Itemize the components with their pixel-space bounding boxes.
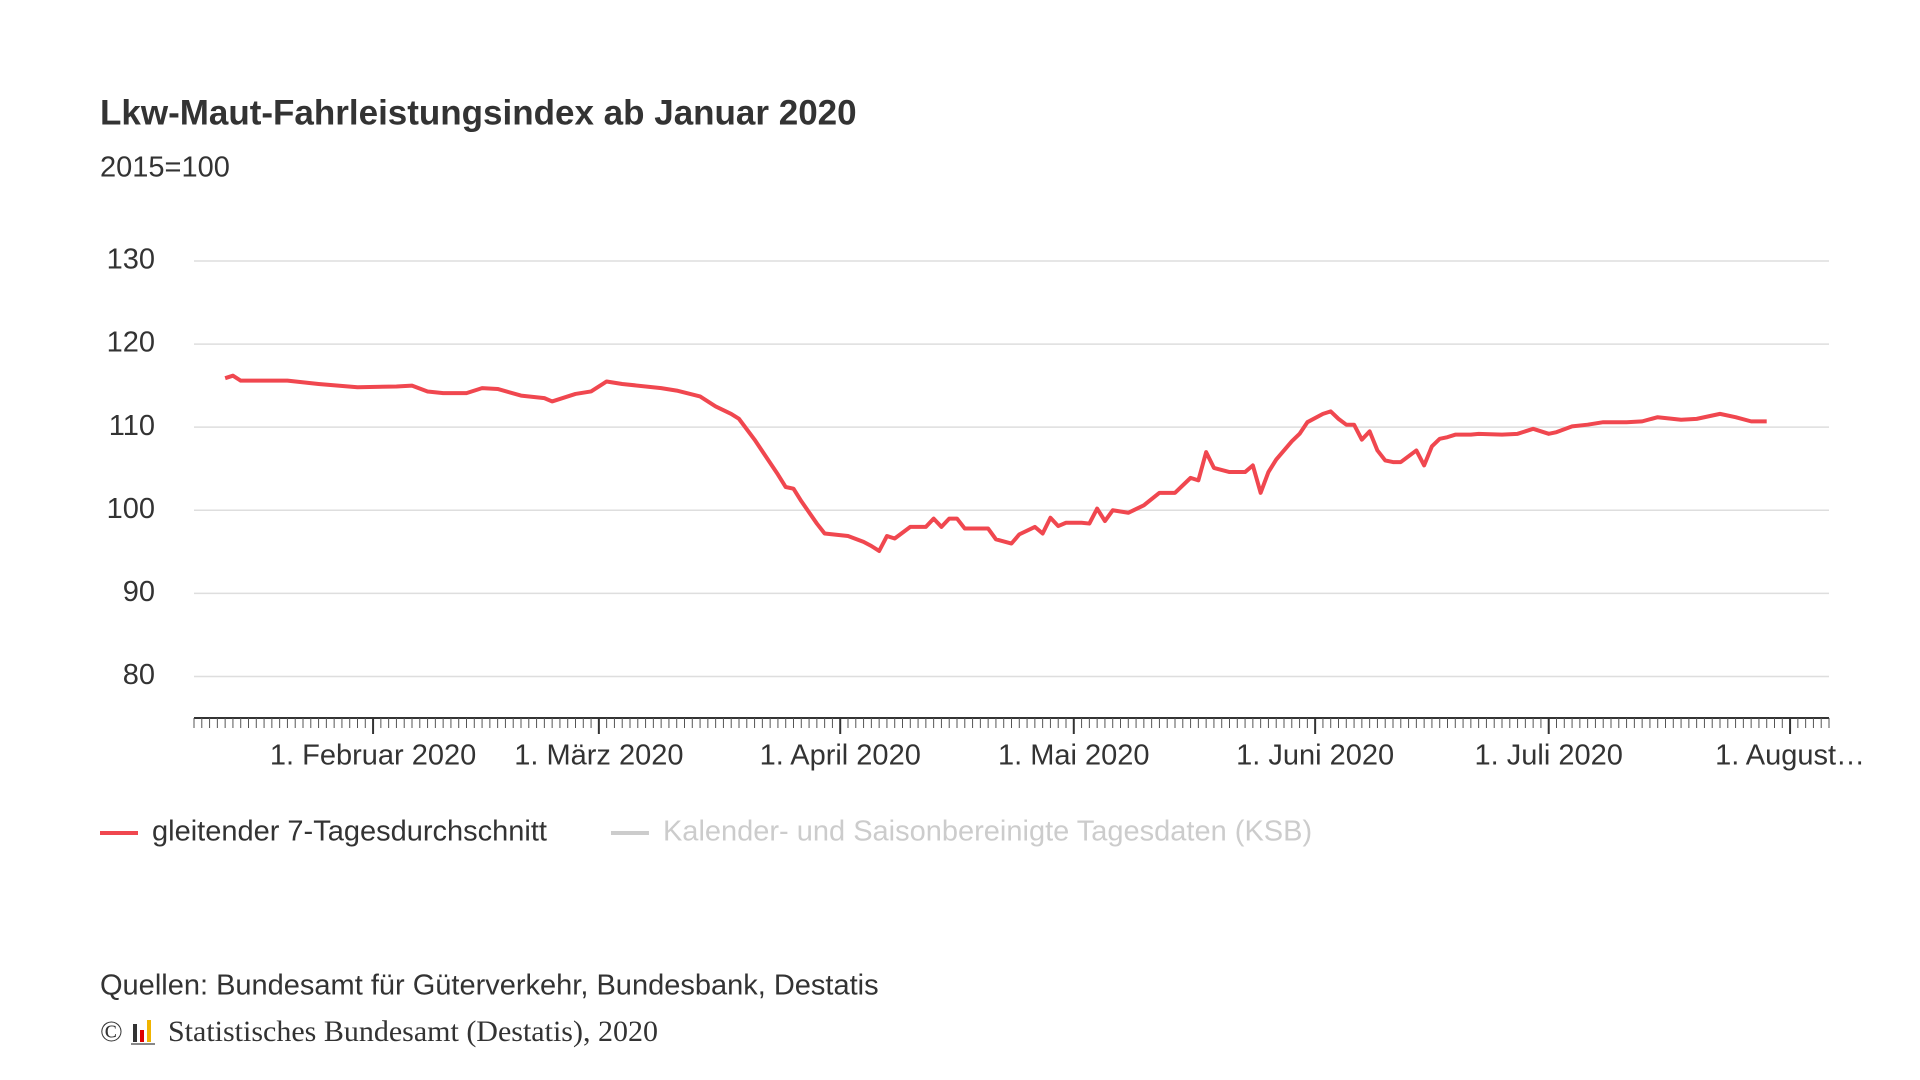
destatis-logo — [131, 1020, 155, 1045]
x-tick-label: 1. Februar 2020 — [270, 740, 476, 772]
y-tick-label: 100 — [107, 493, 155, 525]
x-tick-label: 1. August… — [1715, 740, 1865, 772]
copyright-symbol: © — [100, 1015, 123, 1048]
x-tick-label: 1. März 2020 — [514, 740, 683, 772]
x-tick-label: 1. April 2020 — [760, 740, 921, 772]
copyright-text: Statistisches Bundesamt (Destatis), 2020 — [168, 1015, 658, 1048]
y-tick-label: 110 — [109, 410, 155, 442]
x-tick-label: 1. Mai 2020 — [998, 740, 1150, 772]
x-tick-label: 1. Juni 2020 — [1236, 740, 1394, 772]
data-line — [224, 373, 1767, 553]
chart-subtitle: 2015=100 — [100, 152, 230, 184]
source-note: Quellen: Bundesamt für Güterverkehr, Bun… — [100, 970, 879, 1002]
legend-label[interactable]: Kalender- und Saisonbereinigte Tagesdate… — [663, 816, 1312, 848]
y-tick-label: 80 — [123, 659, 155, 691]
legend-label[interactable]: gleitender 7-Tagesdurchschnitt — [152, 816, 547, 848]
chart-title: Lkw-Maut-Fahrleistungsindex ab Januar 20… — [100, 93, 857, 132]
y-tick-label: 90 — [123, 576, 155, 608]
y-tick-label: 120 — [107, 327, 155, 359]
x-tick-label: 1. Juli 2020 — [1475, 740, 1623, 772]
y-tick-label: 130 — [107, 244, 155, 276]
